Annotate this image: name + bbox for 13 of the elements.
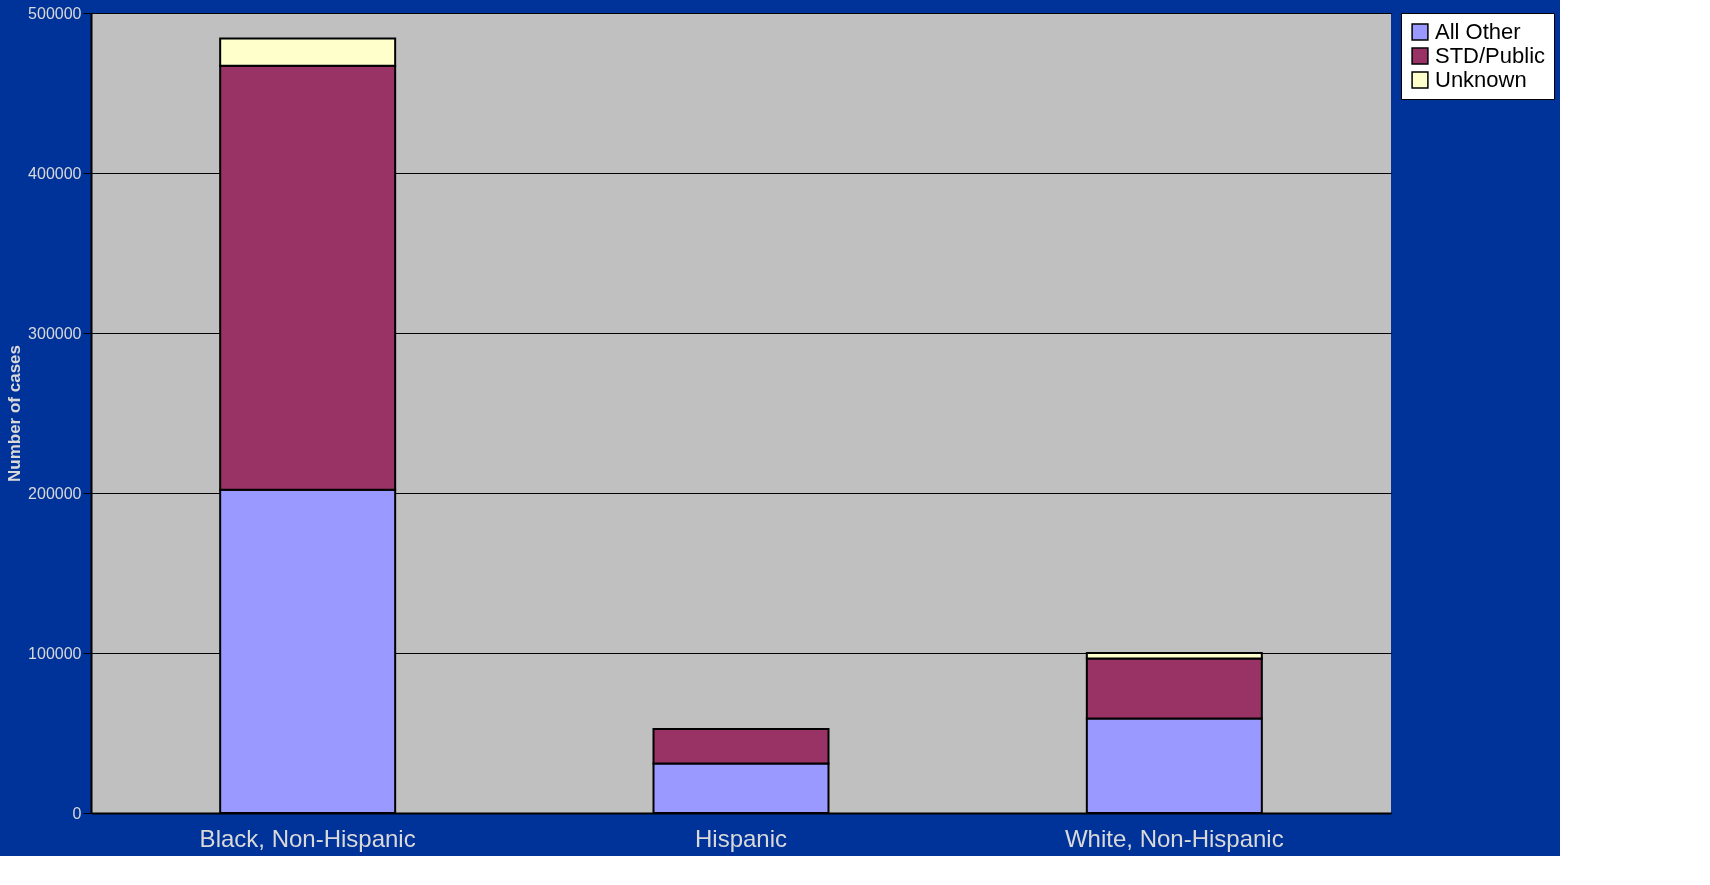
y-tick-label: 100000 [28, 644, 82, 662]
y-tick-label: 0 [72, 804, 82, 822]
x-tick-label: Black, Non-Hispanic [199, 824, 416, 852]
legend-label: All Other [1435, 19, 1521, 44]
legend-label: Unknown [1435, 67, 1527, 92]
legend-label: STD/Public [1435, 43, 1546, 68]
x-tick-label: White, Non-Hispanic [1064, 824, 1284, 852]
y-tick-label: 500000 [28, 4, 82, 22]
y-tick-label: 400000 [28, 164, 82, 182]
y-tick-label: 200000 [28, 484, 82, 502]
y-axis-title: Number of cases [5, 345, 25, 482]
y-tick-label: 300000 [28, 324, 82, 342]
x-tick-label: Hispanic [694, 824, 788, 852]
